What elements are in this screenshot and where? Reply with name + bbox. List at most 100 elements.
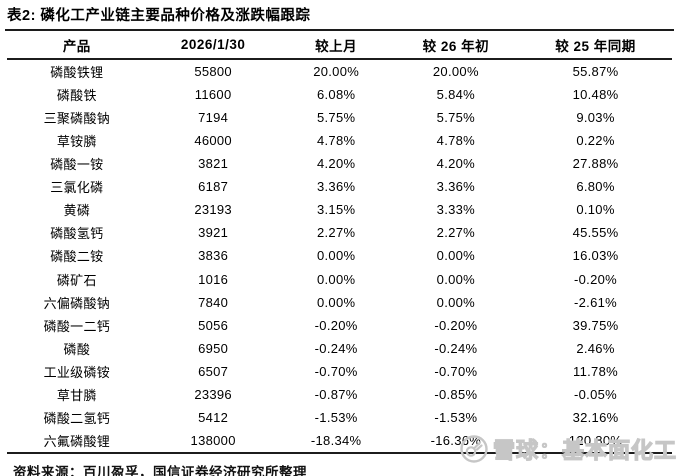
- vs-last-year-cell: 11.78%: [573, 363, 618, 379]
- price-cell: 3821: [198, 156, 229, 172]
- product-name-cell: 六氟磷酸锂: [43, 433, 111, 449]
- vs-last-month-cell: -0.87%: [314, 386, 358, 402]
- vs-last-year-cell: 45.55%: [572, 225, 619, 241]
- vs-last-month-cell: 3.15%: [316, 202, 356, 218]
- vs-last-month-cell: 5.75%: [316, 110, 356, 126]
- product-name-cell: 磷酸氢钙: [50, 226, 104, 242]
- vs-last-month-cell: -1.53%: [314, 409, 358, 425]
- vs-last-year-cell: 39.75%: [572, 317, 619, 333]
- vs-last-year-cell: 6.80%: [576, 179, 615, 195]
- vs-year-start-cell: 20.00%: [432, 64, 479, 80]
- product-name-cell: 六偏磷酸钠: [43, 295, 111, 311]
- table-row: 磷酸二铵 3836 0.00% 0.00% 16.03%: [7, 244, 672, 267]
- table-body: 磷酸铁锂 55800 20.00% 20.00% 55.87% 磷酸铁 11600 6.08%…: [7, 59, 672, 453]
- vs-year-start-cell: 0.00%: [436, 294, 476, 310]
- product-name-cell: 三氯化磷: [50, 180, 104, 196]
- vs-last-year-cell: 2.46%: [576, 340, 615, 356]
- product-name-cell: 磷酸: [63, 341, 91, 357]
- price-cell: 1016: [198, 271, 229, 287]
- product-name-cell: 磷酸铁锂: [50, 65, 104, 81]
- vs-year-start-cell: -0.70%: [434, 363, 478, 379]
- product-name-cell: 黄磷: [63, 203, 91, 219]
- price-cell: 46000: [194, 133, 232, 149]
- table-row: 黄磷 23193 3.15% 3.33% 0.10%: [7, 198, 672, 221]
- vs-last-month-cell: 4.78%: [316, 133, 356, 149]
- table-row: 磷酸二氢钙 5412 -1.53% -1.53% 32.16%: [7, 406, 672, 429]
- vs-last-month-cell: 0.00%: [316, 294, 356, 310]
- price-cell: 5412: [198, 409, 229, 425]
- data-source-note: 资料来源：百川盈孚，国信证券经济研究所整理: [13, 465, 307, 476]
- table-row: 磷酸铁 11600 6.08% 5.84% 10.48%: [7, 83, 672, 106]
- product-name-cell: 工业级磷铵: [43, 364, 111, 380]
- vs-last-year-cell: 9.03%: [576, 110, 615, 126]
- table-row: 六氟磷酸锂 138000 -18.34% -16.36% 120.80%: [7, 429, 672, 453]
- price-cell: 3921: [198, 225, 229, 241]
- vs-last-year-cell: 16.03%: [572, 248, 619, 264]
- price-table: 产品 2026/1/30 较上月 较 26 年初 较 25 年同期 磷酸铁锂 55…: [7, 31, 672, 454]
- product-name-cell: 三聚磷酸钠: [43, 111, 111, 127]
- table-row: 磷酸一二钙 5056 -0.20% -0.20% 39.75%: [7, 314, 672, 337]
- vs-year-start-cell: -0.24%: [434, 340, 478, 356]
- price-cell: 55800: [194, 64, 232, 80]
- table-title: 表2: 磷化工产业链主要品种价格及涨跌幅跟踪: [7, 8, 311, 24]
- table-row: 磷酸一铵 3821 4.20% 4.20% 27.88%: [7, 152, 672, 175]
- vs-year-start-cell: 5.84%: [436, 87, 476, 103]
- vs-last-month-cell: 3.36%: [316, 179, 356, 195]
- header-vs-last-month: 较上月: [279, 31, 393, 60]
- vs-last-month-cell: 0.00%: [316, 271, 356, 287]
- table-row: 三氯化磷 6187 3.36% 3.36% 6.80%: [7, 175, 672, 198]
- vs-last-year-cell: 10.48%: [572, 87, 619, 103]
- price-cell: 7840: [198, 294, 229, 310]
- vs-year-start-cell: 2.27%: [436, 225, 476, 241]
- header-row: 产品 2026/1/30 较上月 较 26 年初 较 25 年同期: [7, 31, 672, 60]
- vs-last-year-cell: 120.80%: [568, 432, 623, 448]
- vs-last-month-cell: 4.20%: [316, 156, 356, 172]
- vs-last-year-cell: 0.22%: [576, 133, 615, 149]
- vs-last-year-cell: 55.87%: [572, 64, 619, 80]
- price-cell: 5056: [198, 317, 229, 333]
- vs-last-month-cell: -0.70%: [314, 363, 358, 379]
- product-name-cell: 磷酸一二钙: [43, 318, 111, 334]
- table-row: 六偏磷酸钠 7840 0.00% 0.00% -2.61%: [7, 291, 672, 314]
- table-row: 三聚磷酸钠 7194 5.75% 5.75% 9.03%: [7, 106, 672, 129]
- vs-year-start-cell: -16.36%: [430, 432, 482, 448]
- vs-year-start-cell: 0.00%: [436, 248, 476, 264]
- price-cell: 6950: [198, 340, 229, 356]
- table-row: 磷酸 6950 -0.24% -0.24% 2.46%: [7, 337, 672, 360]
- header-product: 产品: [7, 31, 147, 60]
- price-cell: 138000: [190, 432, 236, 448]
- price-cell: 3836: [198, 248, 229, 264]
- vs-last-month-cell: 6.08%: [316, 87, 356, 103]
- price-cell: 23193: [194, 202, 232, 218]
- price-cell: 6507: [198, 363, 229, 379]
- price-cell: 11600: [194, 87, 232, 103]
- product-name-cell: 磷酸二氢钙: [43, 410, 111, 426]
- vs-last-year-cell: 32.16%: [572, 409, 619, 425]
- table-row: 草甘膦 23396 -0.87% -0.85% -0.05%: [7, 383, 672, 406]
- vs-year-start-cell: 0.00%: [436, 271, 476, 287]
- vs-last-month-cell: 2.27%: [316, 225, 356, 241]
- vs-year-start-cell: -1.53%: [434, 409, 478, 425]
- title-divider: [5, 29, 674, 31]
- product-name-cell: 磷酸铁: [56, 88, 97, 104]
- table-row: 工业级磷铵 6507 -0.70% -0.70% 11.78%: [7, 360, 672, 383]
- vs-last-year-cell: 0.10%: [576, 202, 615, 218]
- vs-last-month-cell: -0.20%: [314, 317, 358, 333]
- table-row: 磷酸铁锂 55800 20.00% 20.00% 55.87%: [7, 59, 672, 83]
- price-cell: 23396: [194, 386, 232, 402]
- table-header: 产品 2026/1/30 较上月 较 26 年初 较 25 年同期: [7, 31, 672, 60]
- product-name-cell: 磷酸二铵: [50, 249, 104, 265]
- vs-last-month-cell: 0.00%: [316, 248, 356, 264]
- header-vs-last-year: 较 25 年同期: [519, 31, 672, 60]
- vs-last-year-cell: -2.61%: [574, 294, 618, 310]
- vs-last-month-cell: -18.34%: [310, 432, 362, 448]
- header-vs-year-start: 较 26 年初: [392, 31, 520, 60]
- product-name-cell: 磷酸一铵: [50, 157, 104, 173]
- vs-year-start-cell: -0.20%: [434, 317, 478, 333]
- vs-last-month-cell: 20.00%: [313, 64, 360, 80]
- vs-year-start-cell: 3.33%: [436, 202, 476, 218]
- vs-last-month-cell: -0.24%: [314, 340, 358, 356]
- price-cell: 7194: [198, 110, 229, 126]
- vs-year-start-cell: 3.36%: [436, 179, 476, 195]
